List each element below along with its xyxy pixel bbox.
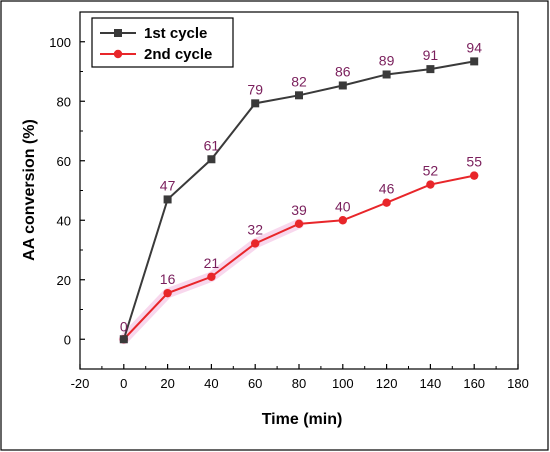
y-tick-label: 20: [57, 273, 71, 288]
data-label-series-1: 0: [120, 318, 128, 334]
series-1-point: [295, 91, 303, 100]
series-2-point: [251, 239, 260, 248]
data-label-series-2: 52: [423, 163, 439, 179]
x-tick-label: 0: [120, 376, 127, 391]
series-1-point: [426, 65, 435, 74]
x-tick-label: 80: [292, 376, 306, 391]
x-tick-label: 100: [332, 376, 354, 391]
series-2-point: [294, 219, 304, 229]
data-label-series-2: 32: [247, 221, 263, 237]
x-tick-label: 60: [248, 376, 262, 391]
data-label-series-1: 61: [204, 137, 220, 153]
legend-label-series-2: 2nd cycle: [144, 46, 212, 63]
x-axis-title: Time (min): [262, 411, 343, 428]
x-tick-label: -20: [71, 376, 90, 391]
series-2-point: [338, 216, 347, 225]
data-label-series-2: 46: [379, 181, 395, 197]
data-label-series-2: 55: [466, 154, 482, 170]
series-1-point: [119, 335, 128, 344]
x-tick-label: 40: [204, 376, 218, 391]
legend: 1st cycle 2nd cycle: [91, 17, 234, 68]
x-tick-label: 20: [160, 376, 174, 391]
y-tick-label: 0: [64, 332, 71, 347]
series-2-point: [426, 180, 435, 189]
y-tick-label: 80: [57, 94, 71, 109]
legend-box: [91, 17, 234, 68]
data-labels: 0 47 61 79 82 86 89 91 94 16 21 32 39 40 46 52 55: [120, 39, 482, 334]
data-label-series-2: 21: [204, 255, 220, 271]
legend-label-series-1: 1st cycle: [144, 25, 207, 42]
data-label-series-1: 91: [423, 47, 439, 63]
data-label-series-1: 79: [247, 81, 263, 97]
y-tick-label: 100: [49, 35, 71, 50]
data-label-series-2: 40: [335, 198, 351, 214]
series-1-point: [207, 155, 216, 164]
series-2-point: [207, 272, 216, 281]
series-1-point: [470, 57, 479, 66]
series-1-point: [163, 195, 172, 204]
series-1-point: [382, 70, 391, 79]
y-tick-label: 60: [57, 154, 71, 169]
y-tick-label: 40: [57, 213, 71, 228]
data-label-series-1: 82: [291, 73, 307, 89]
x-tick-label: 140: [420, 376, 442, 391]
data-label-series-2: 16: [160, 271, 176, 287]
series-2-point: [382, 198, 391, 207]
data-label-series-1: 89: [379, 52, 395, 68]
series-2-point: [163, 288, 172, 298]
x-tick-label: 160: [463, 376, 485, 391]
data-label-series-1: 47: [160, 177, 176, 193]
series-markers: [119, 57, 479, 344]
data-label-series-2: 39: [291, 202, 307, 218]
x-tick-label: 180: [507, 376, 529, 391]
data-label-series-1: 86: [335, 63, 351, 79]
x-tick-label: 120: [376, 376, 398, 391]
series-1-point: [251, 99, 260, 108]
series-1-point: [338, 81, 347, 90]
data-label-series-1: 94: [466, 39, 482, 55]
legend-marker-series-2: [113, 49, 123, 59]
legend-marker-series-1: [114, 29, 122, 37]
y-axis-title: AA conversion (%): [21, 119, 38, 261]
series-2-point: [470, 171, 479, 180]
